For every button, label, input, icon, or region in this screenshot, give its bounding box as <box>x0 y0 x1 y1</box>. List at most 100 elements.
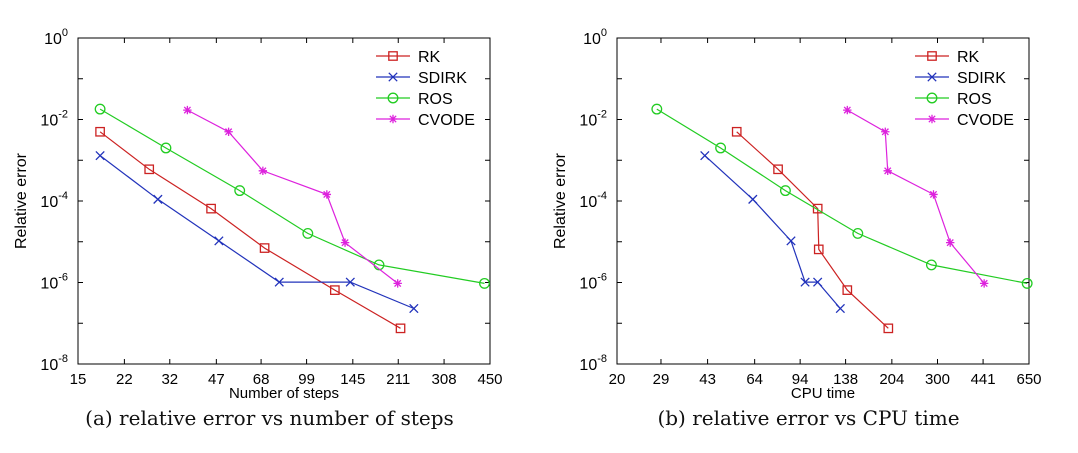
series-ros <box>651 103 1033 289</box>
data-point <box>925 259 937 271</box>
data-point <box>183 105 192 115</box>
caption-a: (a) relative error vs number of steps <box>85 406 454 430</box>
x-tick-label: 308 <box>432 371 457 388</box>
legend-marker <box>388 72 398 82</box>
y-tick-base: 10 <box>579 113 597 130</box>
y-tick-label: 100 <box>44 27 68 48</box>
legend-marker <box>926 92 938 104</box>
x-tick-label: 15 <box>70 371 87 388</box>
legend-label: ROS <box>418 91 453 108</box>
y-tick-label: 100 <box>583 27 607 48</box>
x-tick-label: 450 <box>477 371 502 388</box>
y-tick-exponent: -6 <box>597 272 607 284</box>
y-tick-exponent: 0 <box>601 27 607 39</box>
data-point <box>160 142 172 154</box>
y-tick-base: 10 <box>579 194 597 211</box>
x-tick-label: 29 <box>653 371 670 388</box>
x-tick-label: 94 <box>792 371 809 388</box>
data-point <box>345 277 355 287</box>
data-point <box>651 103 663 115</box>
series-rk <box>731 126 894 334</box>
data-point <box>224 127 233 136</box>
data-point <box>786 236 796 246</box>
legend-label: CVODE <box>418 112 475 129</box>
x-tick-label: 145 <box>340 371 365 388</box>
legend-label: ROS <box>957 91 992 108</box>
data-point <box>800 277 810 287</box>
legend-marker <box>927 51 937 61</box>
data-point <box>302 227 314 239</box>
x-tick-label: 20 <box>609 371 626 388</box>
series-cvode <box>183 105 402 288</box>
data-point <box>259 243 270 253</box>
data-point <box>395 323 406 334</box>
caption-b: (b) relative error vs CPU time <box>657 406 960 430</box>
x-axis-label: CPU time <box>791 385 855 400</box>
series-line <box>187 109 399 284</box>
y-tick-label: 10-8 <box>40 353 68 374</box>
series-sdirk <box>95 150 419 314</box>
data-point <box>731 126 742 137</box>
series-cvode <box>843 105 989 288</box>
data-point <box>883 166 892 176</box>
y-tick-base: 10 <box>579 276 597 293</box>
y-tick-label: 10-4 <box>579 190 607 211</box>
chart-steps-svg: 15 22 32 47 68 99 145 211 308 45010-810-610-410-2… <box>13 27 503 400</box>
y-tick-base: 10 <box>583 31 601 48</box>
legend-marker <box>387 92 399 104</box>
legend-marker <box>388 114 398 124</box>
legend-label: SDIRK <box>957 70 1006 87</box>
data-point <box>852 227 864 239</box>
y-axis-label: Relative error <box>13 152 30 249</box>
data-point <box>883 323 894 334</box>
y-tick-base: 10 <box>40 113 58 130</box>
data-point <box>479 277 490 289</box>
y-tick-base: 10 <box>40 357 58 374</box>
legend-label: CVODE <box>957 112 1014 129</box>
x-tick-label: 650 <box>1016 371 1041 388</box>
data-point <box>813 244 824 255</box>
x-tick-label: 138 <box>833 371 858 388</box>
data-point <box>842 285 853 295</box>
data-point <box>340 238 350 247</box>
data-point <box>206 203 216 214</box>
y-tick-label: 10-2 <box>40 109 68 130</box>
x-tick-label: 64 <box>746 371 763 388</box>
data-point <box>322 190 332 199</box>
y-tick-exponent: 0 <box>62 27 68 39</box>
data-point <box>979 279 989 288</box>
series-sdirk <box>700 150 845 314</box>
x-tick-label: 300 <box>925 371 950 388</box>
y-tick-base: 10 <box>40 194 58 211</box>
data-point <box>929 190 938 199</box>
x-tick-label: 441 <box>971 371 996 388</box>
x-tick-label: 99 <box>298 371 315 388</box>
data-point <box>144 164 155 175</box>
legend-label: SDIRK <box>418 70 467 87</box>
y-tick-exponent: -2 <box>58 109 68 121</box>
data-point <box>813 277 823 287</box>
data-point <box>881 127 890 136</box>
chart-cpu-svg: 20 29 43 64 94 138 204 300 441 65010-810-610-410-… <box>552 27 1042 400</box>
y-tick-exponent: -4 <box>58 190 68 202</box>
data-point <box>409 303 419 314</box>
y-tick-base: 10 <box>579 357 597 374</box>
series-line <box>736 131 889 329</box>
y-tick-base: 10 <box>44 31 62 48</box>
y-tick-exponent: -8 <box>597 353 607 365</box>
chart-panel-steps: 15 22 32 47 68 99 145 211 308 450 10-8 10-6 10-4 10-2… <box>13 27 503 430</box>
series-line <box>99 155 415 310</box>
data-point <box>700 150 710 161</box>
y-tick-label: 10-2 <box>579 109 607 130</box>
data-point <box>779 185 791 197</box>
x-tick-label: 68 <box>253 371 270 388</box>
data-point <box>393 279 402 288</box>
chart-panel-cpu: 20 29 43 64 94 138 204 300 441 650 10-8 10-6 10-4 10-… <box>539 0 1078 453</box>
data-point <box>773 164 783 175</box>
x-tick-label: 211 <box>386 371 410 388</box>
data-point <box>274 277 284 287</box>
y-tick-exponent: -4 <box>597 190 607 202</box>
x-tick-label: 204 <box>879 371 904 388</box>
x-tick-label: 43 <box>699 371 716 388</box>
data-point <box>1021 277 1033 289</box>
